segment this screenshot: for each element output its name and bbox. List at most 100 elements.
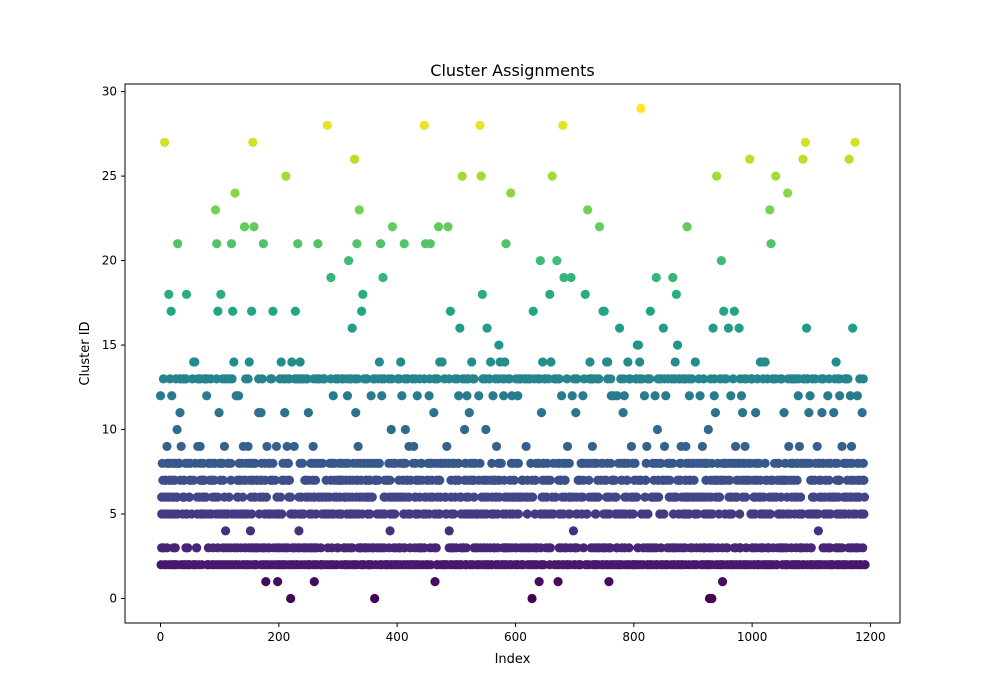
data-point (341, 475, 351, 485)
data-point (481, 424, 491, 435)
data-point (670, 357, 680, 367)
data-point (562, 441, 573, 452)
data-point (607, 475, 618, 485)
data-point (796, 543, 806, 553)
data-point (194, 374, 204, 384)
data-point (858, 458, 868, 468)
data-point (557, 391, 567, 401)
data-point (265, 374, 276, 384)
data-point (213, 306, 223, 316)
data-point (213, 492, 223, 502)
data-point (842, 492, 852, 502)
data-point (388, 458, 399, 468)
data-point (396, 357, 406, 367)
data-point (532, 543, 542, 553)
data-point (579, 374, 589, 384)
data-point (752, 475, 762, 485)
data-point (516, 560, 526, 570)
data-point (858, 374, 868, 384)
data-point (416, 458, 426, 468)
data-point (187, 374, 198, 384)
data-point (345, 509, 355, 519)
data-point (476, 171, 486, 181)
y-axis-label: Cluster ID (78, 321, 93, 385)
data-point (228, 306, 238, 316)
data-point (689, 475, 699, 485)
data-point (826, 560, 836, 570)
data-point (432, 509, 442, 519)
data-point (166, 306, 176, 316)
data-point (406, 560, 416, 570)
data-point (548, 458, 558, 468)
data-point (390, 509, 400, 519)
data-point (299, 543, 309, 553)
data-point (340, 492, 350, 502)
data-point (394, 543, 405, 553)
data-point (526, 458, 536, 468)
data-point (229, 357, 239, 367)
data-point (702, 560, 712, 570)
data-point (732, 492, 742, 502)
y-tick-label: 15 (102, 338, 117, 352)
data-point (766, 239, 776, 249)
data-point (812, 441, 822, 452)
data-point (534, 577, 544, 587)
data-point (806, 543, 816, 553)
data-point (412, 391, 422, 401)
data-point (781, 560, 792, 570)
data-point (342, 391, 353, 401)
data-point (681, 441, 691, 452)
data-point (571, 408, 581, 418)
data-point (393, 374, 403, 384)
data-point (633, 340, 644, 350)
data-point (220, 526, 231, 536)
data-point (799, 458, 809, 468)
data-point (701, 458, 711, 468)
data-point (793, 391, 803, 401)
data-point (857, 408, 867, 418)
data-point (717, 577, 728, 587)
data-point (830, 374, 840, 384)
data-point (606, 458, 616, 468)
data-point (583, 205, 593, 215)
data-point (780, 458, 790, 468)
data-point (283, 458, 293, 468)
x-axis-label: Index (495, 652, 531, 667)
data-point (756, 509, 767, 519)
data-point (487, 458, 497, 468)
data-point (613, 458, 624, 468)
data-point (284, 374, 295, 384)
data-point (207, 475, 217, 485)
data-point (282, 441, 292, 452)
data-point (618, 408, 628, 418)
data-point (383, 475, 393, 485)
data-point (454, 391, 464, 401)
data-point (273, 577, 283, 587)
data-point (245, 526, 256, 536)
data-point (461, 560, 471, 570)
data-point (284, 475, 295, 485)
data-point (606, 374, 616, 384)
data-point (354, 205, 364, 215)
data-point (788, 374, 799, 384)
y-tick-label: 20 (102, 254, 117, 268)
data-point (746, 509, 756, 519)
data-point (181, 374, 191, 384)
data-point (662, 560, 672, 570)
data-point (844, 154, 854, 164)
data-point (687, 374, 697, 384)
data-point (787, 458, 797, 468)
data-point (459, 424, 470, 435)
data-point (158, 374, 169, 384)
data-point (276, 357, 286, 367)
data-point (418, 509, 428, 519)
data-point (214, 408, 224, 418)
data-point (426, 458, 437, 468)
data-point (271, 441, 282, 452)
x-tick-label: 600 (504, 630, 527, 644)
data-point (761, 560, 771, 570)
data-point (349, 154, 360, 164)
data-point (322, 120, 332, 130)
data-point (587, 441, 597, 452)
